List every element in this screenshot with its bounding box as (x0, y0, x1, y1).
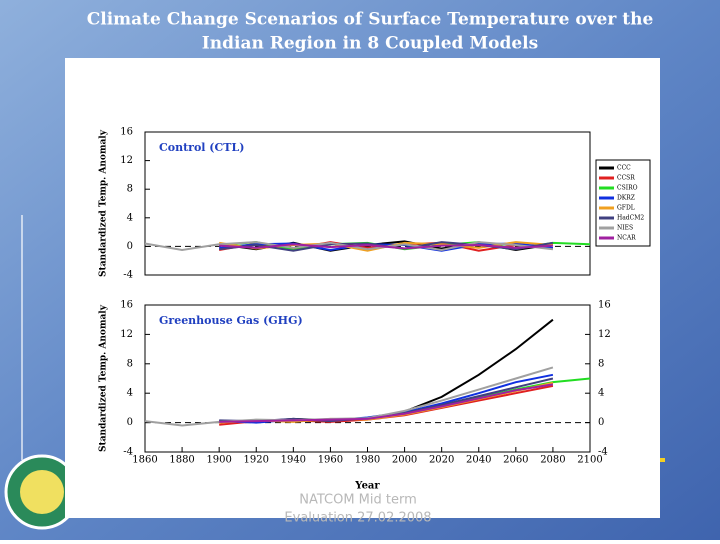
y-tick-label: 8 (127, 358, 133, 369)
logo (20, 470, 64, 514)
legend-label: NCAR (617, 235, 636, 242)
y2-tick-label: 0 (598, 417, 604, 428)
y-tick-label: 8 (127, 184, 133, 195)
slide-title: Climate Change Scenarios of Surface Temp… (87, 10, 654, 30)
x-tick-label: 2080 (540, 455, 565, 466)
y2-tick-label: 12 (598, 329, 611, 340)
y-tick-label: -4 (123, 447, 133, 458)
y-tick-label: 4 (127, 212, 133, 223)
plots: 16 12 8 4 0 -4 Standardized Temp. Anomaly Contr… (99, 127, 651, 492)
y-tick-label: 0 (127, 241, 133, 252)
legend-label: CSIRO (617, 185, 638, 192)
x-tick-label: 1960 (318, 455, 343, 466)
x-tick-label: 2060 (503, 455, 528, 466)
y-tick-label: 4 (127, 388, 133, 399)
x-axis-label: Year (354, 481, 380, 492)
footer: Evaluation 27.02.2008 (284, 511, 431, 526)
x-tick-label: 1860 (132, 455, 157, 466)
footer: NATCOM Mid term (299, 493, 417, 508)
panel-title: Control (CTL) (159, 141, 244, 154)
legend-label: DKRZ (617, 195, 635, 202)
y-axis-label: Standardized Temp. Anomaly (99, 304, 109, 452)
x-tick-label: 1920 (244, 455, 269, 466)
x-tick-label: 1980 (355, 455, 380, 466)
series-line (219, 383, 554, 423)
x-tick-label: 2040 (466, 455, 491, 466)
x-tick-label: 2100 (577, 455, 602, 466)
y2-tick-label: 16 (598, 300, 611, 311)
x-tick-label: 1940 (281, 455, 306, 466)
y-tick-label: 12 (120, 155, 133, 166)
series-line (219, 243, 553, 250)
legend-label: NIES (617, 225, 633, 232)
x-tick-label: 1880 (169, 455, 194, 466)
slide-title: Indian Region in 8 Coupled Models (202, 34, 538, 54)
panel-title: Greenhouse Gas (GHG) (159, 314, 303, 327)
legend-label: CCSR (617, 175, 635, 182)
y-axis-label: Standardized Temp. Anomaly (99, 129, 109, 277)
x-tick-label: 2020 (429, 455, 454, 466)
y-tick-label: 12 (120, 329, 133, 340)
y-tick-label: -4 (123, 270, 133, 281)
x-tick-label: 2000 (392, 455, 417, 466)
y2-tick-label: -4 (598, 447, 608, 458)
chart-panel (65, 58, 660, 518)
x-tick-label: 1900 (206, 455, 231, 466)
legend-label: CCC (617, 165, 631, 172)
legend-box (595, 159, 651, 247)
y-tick-label: 16 (120, 127, 133, 138)
legend-label: HadCM2 (617, 215, 644, 222)
y2-tick-label: 8 (598, 358, 604, 369)
legend-label: GFDL (617, 205, 635, 212)
plot-frame (144, 131, 591, 276)
y-tick-label: 0 (127, 417, 133, 428)
y-tick-label: 16 (120, 300, 133, 311)
y2-tick-label: 4 (598, 388, 604, 399)
